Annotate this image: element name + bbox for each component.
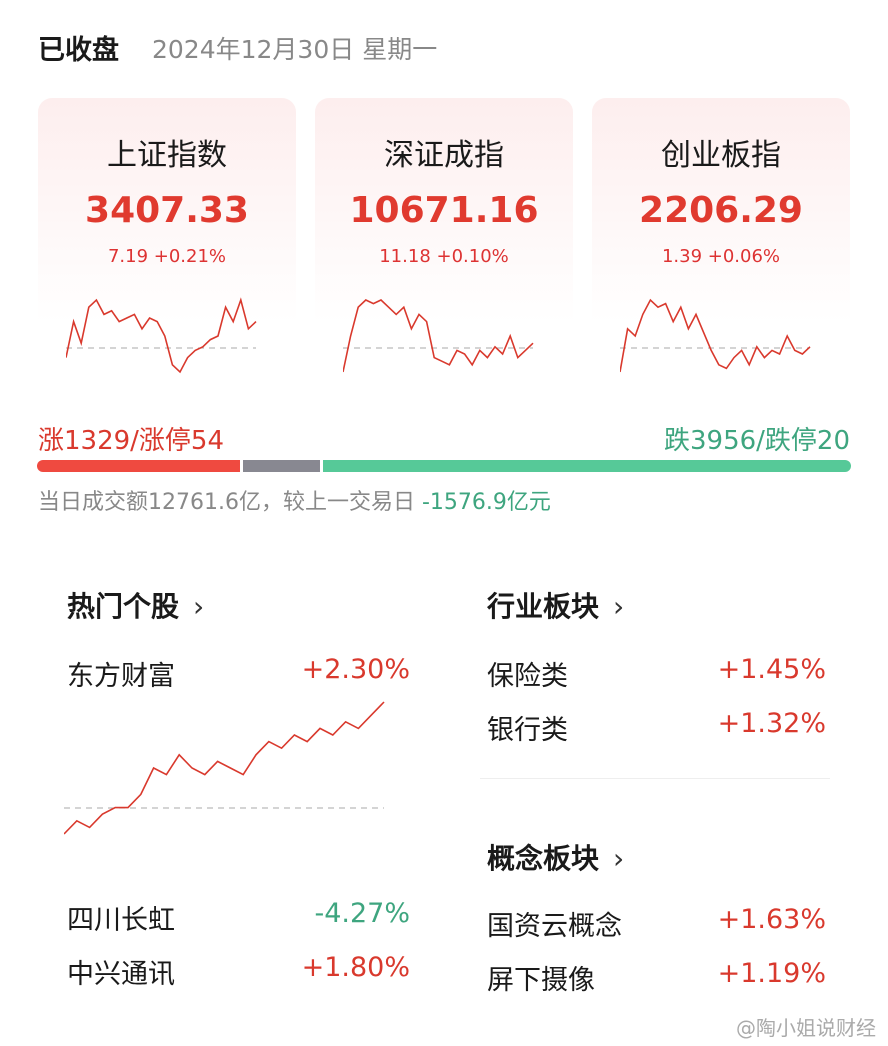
index-sparkline [66,297,257,374]
trade-date: 2024年12月30日 星期一 [152,35,438,64]
sector-change: +1.19% [717,958,826,989]
divider [480,778,830,779]
sector-row[interactable]: 银行类 +1.32% [487,708,826,747]
turnover-text: 当日成交额12761.6亿，较上一交易日 [38,490,422,515]
index-sparkline [343,299,534,373]
price-line [620,298,811,373]
index-change: 1.39 +0.06% [661,246,781,267]
sector-row[interactable]: 保险类 +1.45% [487,654,826,693]
flat-bar [243,460,320,472]
sector-row[interactable]: 国资云概念 +1.63% [487,904,826,943]
sector-row[interactable]: 屏下摄像 +1.19% [487,958,826,997]
index-value: 2206.29 [639,190,803,231]
sector-change: +1.63% [717,904,826,935]
stock-row[interactable]: 东方财富 +2.30% [67,654,410,693]
sector-name: 屏下摄像 [487,965,595,996]
price-line [64,701,385,835]
stock-change: +2.30% [301,654,410,685]
stock-name: 中兴通讯 [67,959,175,990]
section-title: 热门个股 [67,590,180,623]
stock-name: 四川长虹 [67,905,175,936]
index-name: 深证成指 [384,138,504,173]
turnover-delta: -1576.9亿元 [421,490,551,515]
advancers-bar [37,460,240,472]
turnover-summary: 当日成交额12761.6亿，较上一交易日 -1576.9亿元 [38,484,551,516]
stock-row[interactable]: 中兴通讯 +1.80% [67,952,410,991]
price-line [343,299,534,373]
index-card-shanghai[interactable]: 上证指数 3407.33 7.19 +0.21% [38,98,296,398]
stock-name: 东方财富 [67,661,175,692]
chevron-right-icon: › [193,590,205,623]
index-name: 创业板指 [661,138,781,173]
industry-header[interactable]: 行业板块 › [487,585,624,625]
sector-change: +1.32% [717,708,826,739]
sector-name: 国资云概念 [487,911,622,942]
sector-name: 保险类 [487,661,568,692]
chevron-right-icon: › [613,842,625,875]
index-value: 10671.16 [349,190,539,231]
stock-row[interactable]: 四川长虹 -4.27% [67,898,410,937]
decliners-count: 跌3956/跌停20 [663,426,850,456]
sector-change: +1.45% [717,654,826,685]
stock-change: +1.80% [301,952,410,983]
index-value: 3407.33 [85,190,249,231]
sector-name: 银行类 [487,715,568,746]
decliners-bar [323,460,851,472]
index-name: 上证指数 [107,138,227,173]
stock-change: -4.27% [314,898,410,929]
section-title: 行业板块 [487,590,600,623]
price-line [66,297,257,374]
concept-header[interactable]: 概念板块 › [487,837,624,877]
chevron-right-icon: › [613,590,625,623]
watermark: @陶小姐说财经 [736,1016,876,1040]
index-card-chinext[interactable]: 创业板指 2206.29 1.39 +0.06% [592,98,850,398]
section-title: 概念板块 [487,842,600,875]
index-change: 11.18 +0.10% [379,246,509,267]
hot-stocks-header[interactable]: 热门个股 › [67,585,204,625]
index-change: 7.19 +0.21% [107,246,227,267]
stock-sparkline [64,701,385,835]
advancers-count: 涨1329/涨停54 [38,426,225,456]
index-sparkline [620,298,811,373]
market-status: 已收盘 [38,35,119,66]
index-card-shenzhen[interactable]: 深证成指 10671.16 11.18 +0.10% [315,98,573,398]
